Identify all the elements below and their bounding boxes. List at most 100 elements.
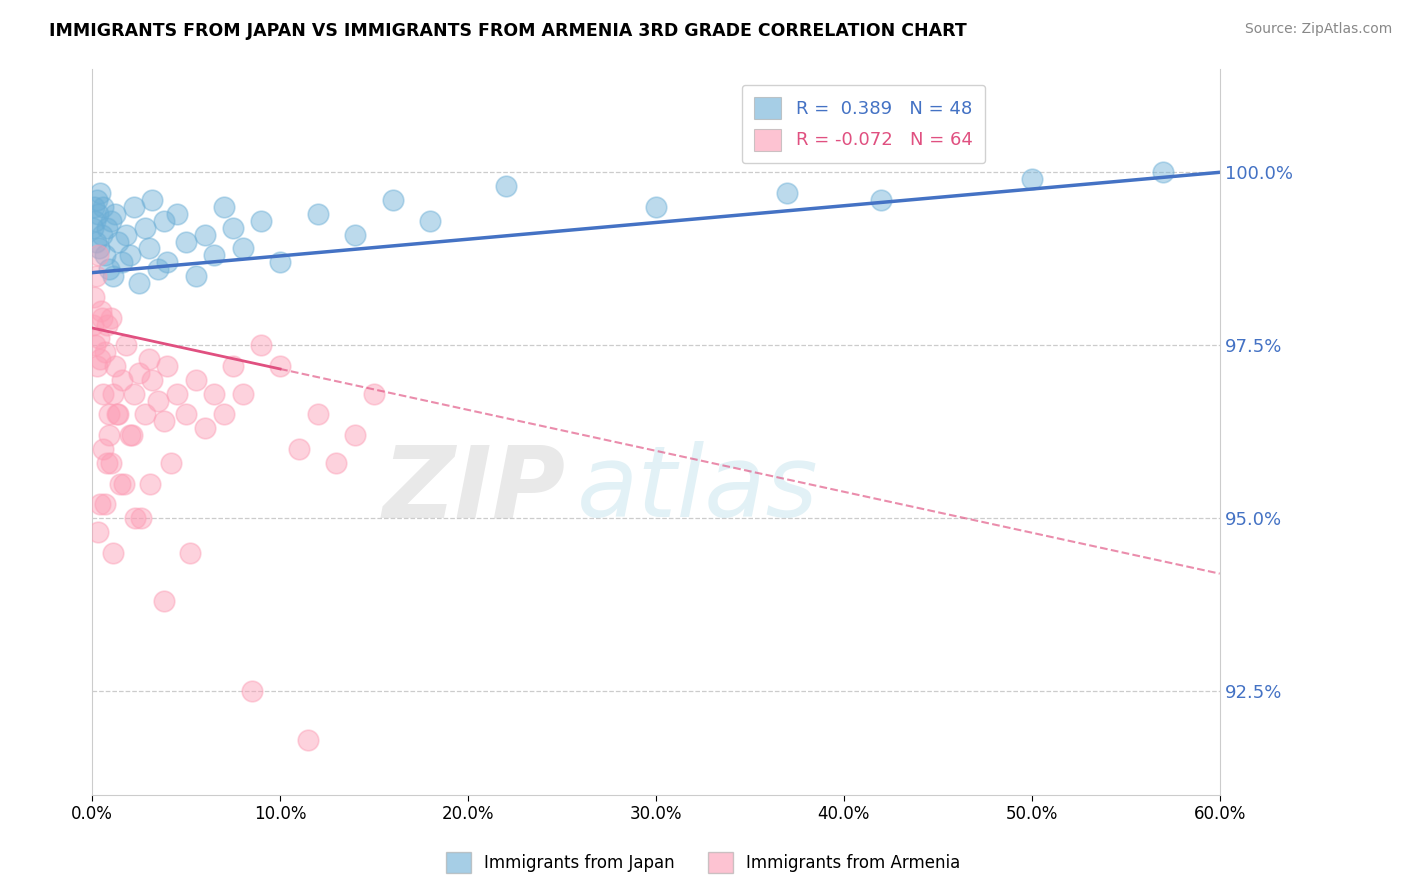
- Point: [166, 207, 188, 221]
- Point: [134, 408, 156, 422]
- Point: [89, 186, 111, 200]
- Point: [86, 359, 108, 373]
- Point: [84, 213, 107, 227]
- Point: [93, 442, 115, 456]
- Point: [87, 207, 110, 221]
- Point: [194, 227, 217, 242]
- Legend: R =  0.389   N = 48, R = -0.072   N = 64: R = 0.389 N = 48, R = -0.072 N = 64: [741, 85, 986, 163]
- Point: [156, 359, 179, 373]
- Point: [94, 248, 117, 262]
- Point: [115, 338, 138, 352]
- Point: [124, 511, 146, 525]
- Point: [96, 456, 118, 470]
- Point: [111, 373, 134, 387]
- Text: atlas: atlas: [576, 442, 818, 539]
- Point: [222, 359, 245, 373]
- Point: [250, 213, 273, 227]
- Point: [128, 276, 150, 290]
- Point: [344, 428, 367, 442]
- Point: [105, 408, 128, 422]
- Point: [344, 227, 367, 242]
- Point: [93, 200, 115, 214]
- Point: [184, 269, 207, 284]
- Point: [269, 255, 291, 269]
- Point: [128, 366, 150, 380]
- Point: [212, 408, 235, 422]
- Point: [184, 373, 207, 387]
- Point: [325, 456, 347, 470]
- Point: [86, 193, 108, 207]
- Point: [240, 684, 263, 698]
- Point: [101, 546, 124, 560]
- Point: [174, 235, 197, 249]
- Point: [231, 386, 253, 401]
- Point: [222, 220, 245, 235]
- Point: [166, 386, 188, 401]
- Point: [104, 207, 127, 221]
- Point: [152, 594, 174, 608]
- Point: [111, 255, 134, 269]
- Text: Source: ZipAtlas.com: Source: ZipAtlas.com: [1244, 22, 1392, 37]
- Point: [87, 242, 110, 256]
- Point: [98, 408, 121, 422]
- Point: [82, 318, 104, 332]
- Point: [419, 213, 441, 227]
- Point: [202, 248, 225, 262]
- Point: [269, 359, 291, 373]
- Point: [160, 456, 183, 470]
- Point: [90, 310, 112, 325]
- Point: [100, 213, 122, 227]
- Point: [138, 242, 160, 256]
- Point: [94, 498, 117, 512]
- Point: [84, 338, 107, 352]
- Point: [87, 331, 110, 345]
- Point: [146, 262, 169, 277]
- Legend: Immigrants from Japan, Immigrants from Armenia: Immigrants from Japan, Immigrants from A…: [439, 846, 967, 880]
- Point: [98, 262, 121, 277]
- Point: [96, 318, 118, 332]
- Point: [231, 242, 253, 256]
- Point: [495, 179, 517, 194]
- Point: [89, 498, 111, 512]
- Point: [179, 546, 201, 560]
- Point: [104, 359, 127, 373]
- Point: [129, 511, 152, 525]
- Point: [1152, 165, 1174, 179]
- Point: [90, 303, 112, 318]
- Point: [138, 352, 160, 367]
- Point: [139, 476, 162, 491]
- Point: [83, 290, 105, 304]
- Point: [118, 248, 141, 262]
- Text: IMMIGRANTS FROM JAPAN VS IMMIGRANTS FROM ARMENIA 3RD GRADE CORRELATION CHART: IMMIGRANTS FROM JAPAN VS IMMIGRANTS FROM…: [49, 22, 967, 40]
- Point: [381, 193, 404, 207]
- Point: [202, 386, 225, 401]
- Point: [90, 227, 112, 242]
- Point: [122, 200, 145, 214]
- Point: [121, 428, 143, 442]
- Point: [96, 220, 118, 235]
- Point: [87, 248, 110, 262]
- Point: [152, 213, 174, 227]
- Point: [82, 220, 104, 235]
- Text: ZIP: ZIP: [382, 442, 565, 539]
- Point: [194, 421, 217, 435]
- Point: [84, 269, 107, 284]
- Point: [118, 428, 141, 442]
- Point: [141, 193, 163, 207]
- Point: [307, 207, 329, 221]
- Point: [101, 386, 124, 401]
- Point: [870, 193, 893, 207]
- Point: [84, 235, 107, 249]
- Point: [122, 386, 145, 401]
- Point: [89, 352, 111, 367]
- Point: [146, 393, 169, 408]
- Point: [100, 456, 122, 470]
- Point: [1021, 172, 1043, 186]
- Point: [115, 227, 138, 242]
- Point: [100, 310, 122, 325]
- Point: [83, 200, 105, 214]
- Point: [101, 269, 124, 284]
- Point: [107, 235, 129, 249]
- Point: [645, 200, 668, 214]
- Point: [141, 373, 163, 387]
